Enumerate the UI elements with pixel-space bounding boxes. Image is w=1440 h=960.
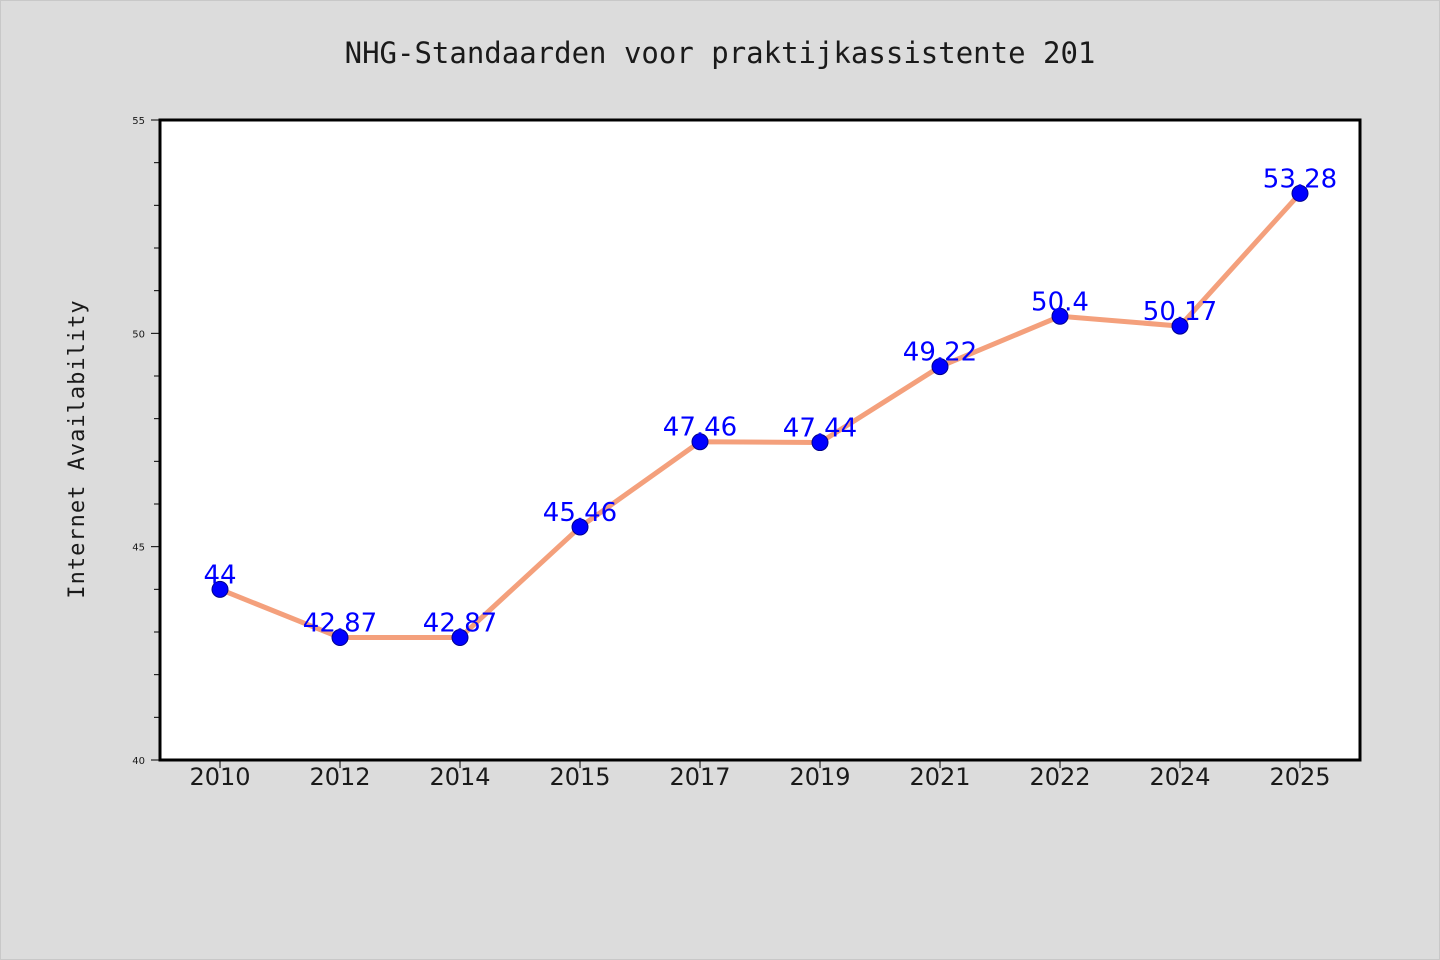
data-label: 49.22 <box>903 338 977 368</box>
y-tick-label: 45 <box>132 543 145 554</box>
data-labels: 44 42.87 42.87 45.46 47.46 47.44 49.22 50.4 50.1… <box>203 164 1337 638</box>
y-tick-label: 50 <box>132 329 145 340</box>
data-label: 45.46 <box>543 498 617 528</box>
data-point <box>691 433 709 451</box>
data-point <box>211 580 229 598</box>
series-lines <box>217 190 1303 641</box>
data-label: 47.44 <box>783 414 857 444</box>
data-point <box>931 358 949 376</box>
data-label: 42.87 <box>423 609 497 639</box>
x-tick-label: 2025 <box>1269 763 1330 791</box>
data-label: 44 <box>203 560 236 590</box>
data-label: 53.28 <box>1263 164 1337 194</box>
x-tick-label: 2022 <box>1029 763 1090 791</box>
data-point <box>571 518 589 536</box>
x-tick-label: 2024 <box>1149 763 1210 791</box>
x-tick-label: 2021 <box>909 763 970 791</box>
x-tick-label: 2017 <box>669 763 730 791</box>
data-point <box>1051 307 1069 325</box>
y-axis-label: Internet Availability <box>65 299 90 598</box>
y-tick-label: 40 <box>132 756 145 767</box>
x-tick-label: 2012 <box>309 763 370 791</box>
data-point <box>331 629 349 647</box>
data-point <box>451 629 469 647</box>
data-label: 50.4 <box>1031 287 1089 317</box>
x-tick-label: 2014 <box>429 763 490 791</box>
data-point <box>1291 184 1309 202</box>
data-label: 42.87 <box>303 609 377 639</box>
x-tick-label: 2019 <box>789 763 850 791</box>
chart-title: NHG-Standaarden voor praktijkassistente … <box>345 36 1096 70</box>
series-markers <box>211 184 1309 647</box>
data-point <box>1171 317 1189 335</box>
series-line <box>217 190 1303 641</box>
plot-frame <box>158 118 1362 762</box>
x-tick-label: 2010 <box>189 763 250 791</box>
y-tick-label: 55 <box>132 116 145 127</box>
data-point <box>811 434 829 452</box>
axis-ticks: 40 45 50 55 2010 2012 2014 2015 2017 2019 2021 2022… <box>132 116 1330 791</box>
x-tick-label: 2015 <box>549 763 610 791</box>
data-label: 50.17 <box>1143 297 1217 327</box>
data-label: 47.46 <box>663 413 737 443</box>
